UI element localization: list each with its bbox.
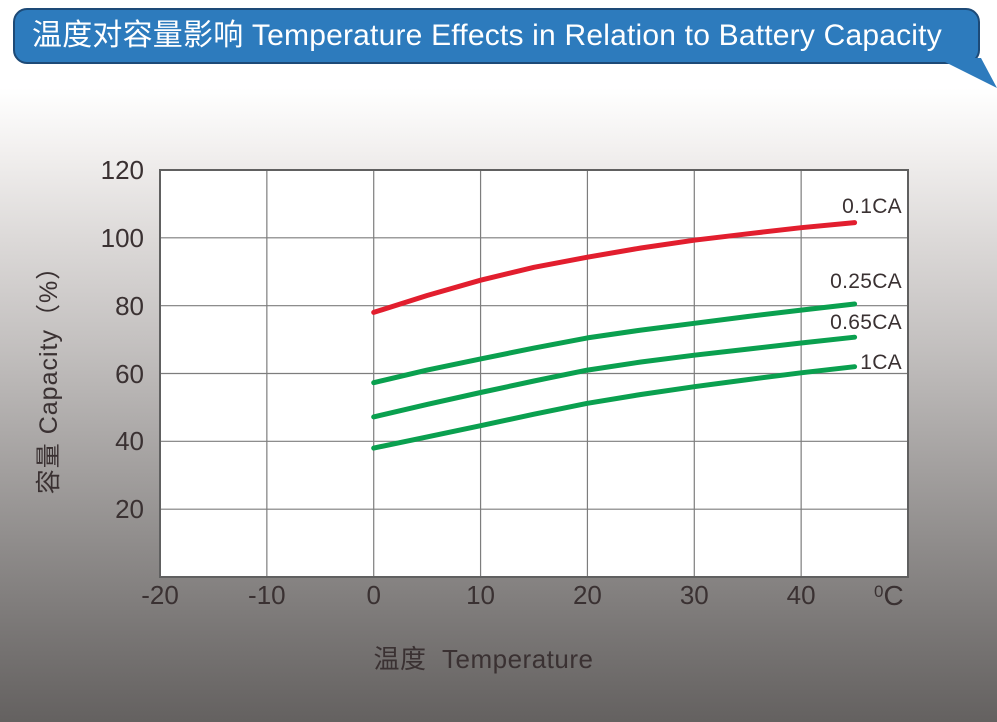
series-label-0.65CA: 0.65CA [830, 310, 902, 334]
y-tick-label: 120 [100, 155, 144, 185]
series-label-0.25CA: 0.25CA [830, 269, 902, 293]
x-tick-label: -20 [141, 580, 179, 610]
y-tick-label: 80 [115, 290, 144, 321]
x-tick-label: 10 [466, 580, 496, 610]
x-tick-label: 0 [366, 580, 381, 610]
y-tick-label: 40 [115, 426, 144, 457]
x-axis-title: 温度 Temperature [373, 644, 594, 674]
x-tick-label: 20 [572, 580, 602, 610]
title-banner: 温度对容量影响 Temperature Effects in Relation … [13, 8, 980, 64]
celsius-letter: C [883, 580, 904, 611]
y-tick-label: 100 [100, 222, 144, 253]
x-tick-label: 30 [679, 580, 709, 610]
curve-0.65CA [371, 334, 858, 420]
plot-border [159, 169, 909, 578]
series-label-0.1CA: 0.1CA [842, 195, 902, 219]
banner-tail [937, 58, 997, 88]
series-label-1CA: 1CA [860, 351, 902, 375]
x-axis-unit-label: 0C [874, 582, 904, 610]
page-title: 温度对容量影响 Temperature Effects in Relation … [32, 19, 942, 52]
curve-1CA [371, 364, 858, 451]
y-axis-title: 容量 Capacity（%） [35, 253, 63, 495]
degree-superscript: 0 [874, 582, 884, 601]
curve-0.1CA [371, 220, 858, 315]
x-tick-label: 40 [786, 580, 816, 610]
curve-0.25CA [371, 301, 858, 386]
y-tick-label: 60 [115, 358, 144, 389]
y-tick-label: 20 [115, 494, 144, 525]
callout-tail-shape [937, 58, 997, 88]
x-tick-label: -10 [248, 580, 286, 610]
